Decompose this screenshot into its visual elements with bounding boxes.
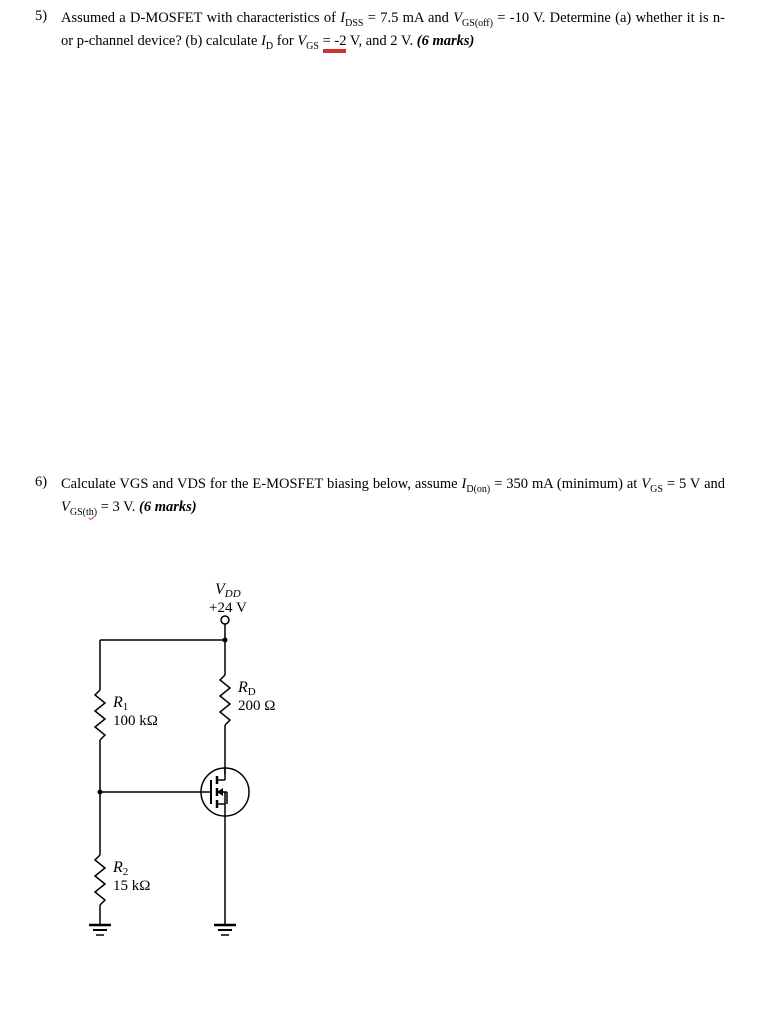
r1-resistor-icon	[95, 690, 105, 740]
q6-text-1c: = 5 V and	[663, 476, 725, 492]
q5-vgs-v: V	[297, 33, 306, 49]
q5-eq-neg2: = -2	[323, 33, 347, 51]
q5-vgsoff-sub: GS(off)	[462, 18, 493, 29]
q5-body: Assumed a D-MOSFET with characteristics …	[61, 8, 725, 54]
q6-number: 6)	[35, 474, 53, 491]
rd-label: RD	[237, 679, 256, 698]
question-5: 5) Assumed a D-MOSFET with characteristi…	[35, 8, 725, 54]
r1-label: R1	[112, 694, 128, 713]
q5-number: 5)	[35, 8, 53, 25]
q6-text-1a: Calculate VGS and VDS for the E-MOSFET b…	[61, 476, 462, 492]
circuit-diagram: VDD +24 V RD 200 Ω R1 100 kΩ R2 15 kΩ	[65, 580, 345, 950]
r2-label: R2	[112, 859, 128, 878]
q6-vgs-v: V	[641, 476, 650, 492]
q5-text-1f: V, and 2 V.	[346, 33, 416, 49]
q6-vgsth-v: V	[61, 499, 70, 515]
q5-text-1a: Assumed a D-MOSFET with characteristics …	[61, 10, 340, 26]
question-5-text: 5) Assumed a D-MOSFET with characteristi…	[35, 8, 725, 54]
q5-vgs-sub: GS	[306, 41, 319, 52]
q6-vgs-sub: GS	[650, 484, 663, 495]
q6-marks: (6 marks)	[139, 499, 197, 515]
vdd-value: +24 V	[209, 600, 247, 616]
q5-marks: (6 marks)	[417, 33, 475, 49]
q6-vgsth-sub1: GS(t	[70, 507, 89, 518]
r2-value: 15 kΩ	[113, 878, 150, 894]
q5-idss-sub: DSS	[345, 18, 363, 29]
q6-idon-sub: D(on)	[466, 484, 490, 495]
vdd-terminal-icon	[221, 616, 229, 624]
vdd-label: VDD	[215, 581, 241, 600]
q5-text-1d: for	[273, 33, 297, 49]
question-6-text: 6) Calculate VGS and VDS for the E-MOSFE…	[35, 474, 725, 520]
r1-value: 100 kΩ	[113, 713, 158, 729]
question-6: 6) Calculate VGS and VDS for the E-MOSFE…	[35, 474, 725, 950]
r2-resistor-icon	[95, 855, 105, 905]
circuit-svg: VDD +24 V RD 200 Ω R1 100 kΩ R2 15 kΩ	[65, 580, 345, 950]
rd-value: 200 Ω	[238, 698, 275, 714]
q6-text-1b: = 350 mA (minimum) at	[490, 476, 641, 492]
q6-text-1d: = 3 V.	[97, 499, 139, 515]
q6-body: Calculate VGS and VDS for the E-MOSFET b…	[61, 474, 725, 520]
q5-text-1b: = 7.5 mA and	[363, 10, 453, 26]
rd-resistor-icon	[220, 675, 230, 725]
q5-vgsoff-v: V	[453, 10, 462, 26]
